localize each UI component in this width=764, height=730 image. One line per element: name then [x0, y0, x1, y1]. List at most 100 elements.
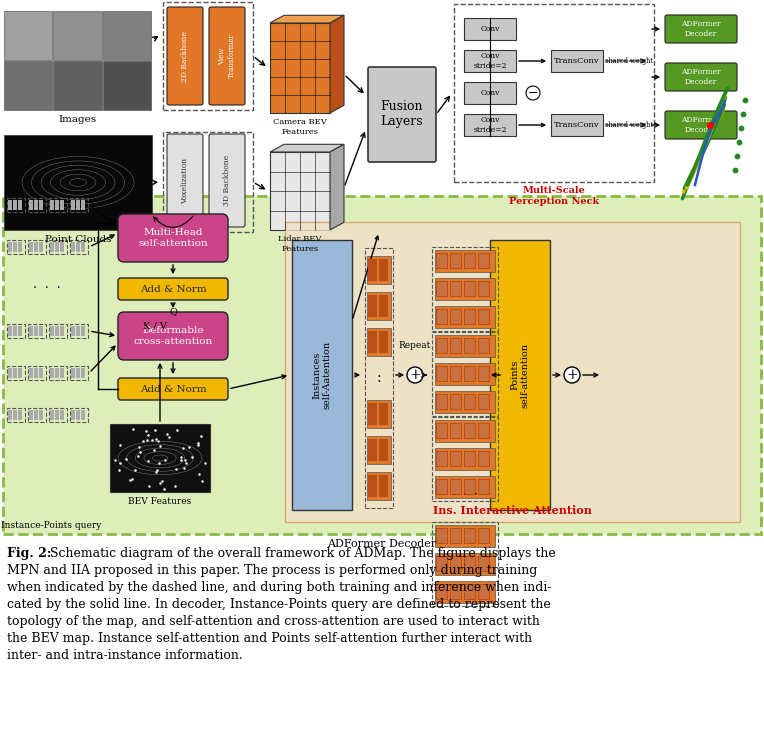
Bar: [465, 339, 475, 353]
Bar: [479, 480, 489, 494]
Bar: [71, 200, 75, 210]
Point: [175, 450, 187, 462]
Bar: [163, 132, 253, 232]
Bar: [464, 423, 476, 439]
Point: [146, 434, 158, 445]
Point: [160, 429, 173, 440]
Bar: [39, 242, 43, 252]
Bar: [451, 529, 461, 543]
Point: [151, 464, 163, 476]
Point: [163, 431, 176, 442]
Point: [170, 424, 183, 436]
Point: [134, 447, 146, 458]
Bar: [4, 61, 52, 110]
Bar: [28, 198, 46, 212]
Text: ADFormer
Decoder: ADFormer Decoder: [681, 116, 720, 134]
Bar: [71, 410, 75, 420]
Bar: [8, 200, 12, 210]
Bar: [39, 410, 43, 420]
Point: [739, 94, 751, 106]
Polygon shape: [330, 145, 344, 230]
Bar: [4, 135, 152, 230]
Bar: [28, 240, 46, 254]
Bar: [436, 556, 448, 572]
Bar: [436, 309, 448, 325]
Bar: [39, 368, 43, 378]
Point: [113, 464, 125, 476]
Bar: [465, 557, 475, 571]
Point: [199, 458, 211, 469]
Bar: [60, 242, 64, 252]
Bar: [70, 366, 88, 380]
Bar: [465, 480, 475, 494]
Bar: [490, 240, 550, 510]
Text: TransConv: TransConv: [554, 121, 600, 129]
Bar: [34, 242, 38, 252]
Text: +: +: [566, 368, 578, 382]
Bar: [451, 254, 461, 268]
FancyBboxPatch shape: [118, 378, 228, 400]
Bar: [379, 331, 388, 353]
Point: [157, 483, 170, 495]
Bar: [435, 525, 495, 547]
Bar: [39, 326, 43, 336]
FancyBboxPatch shape: [209, 134, 245, 227]
Bar: [437, 452, 447, 466]
Bar: [451, 452, 461, 466]
Text: View
Transformer: View Transformer: [219, 34, 235, 78]
Text: ·  ·  ·: · · ·: [453, 490, 478, 500]
Point: [150, 425, 162, 437]
Bar: [450, 366, 462, 382]
Bar: [81, 200, 85, 210]
Bar: [479, 424, 489, 438]
Bar: [367, 472, 391, 500]
Point: [180, 457, 193, 469]
Bar: [451, 585, 461, 599]
Bar: [18, 200, 22, 210]
Circle shape: [564, 367, 580, 383]
Bar: [367, 256, 391, 284]
Bar: [479, 282, 489, 296]
Bar: [450, 584, 462, 600]
Text: Conv
stride=2: Conv stride=2: [473, 53, 507, 69]
Text: TransConv: TransConv: [554, 57, 600, 65]
Bar: [163, 2, 253, 110]
Bar: [450, 479, 462, 495]
Point: [158, 455, 170, 466]
Bar: [479, 585, 489, 599]
Point: [156, 474, 168, 486]
Bar: [451, 339, 461, 353]
Bar: [29, 410, 33, 420]
Point: [119, 453, 131, 465]
Point: [128, 464, 141, 476]
Bar: [18, 326, 22, 336]
Point: [132, 450, 144, 462]
Bar: [478, 281, 490, 297]
Text: Fusion
Layers: Fusion Layers: [380, 101, 423, 128]
Bar: [436, 584, 448, 600]
Bar: [50, 200, 54, 210]
Bar: [7, 324, 25, 338]
Bar: [478, 253, 490, 269]
Bar: [451, 424, 461, 438]
Bar: [379, 439, 388, 461]
Bar: [379, 403, 388, 425]
Bar: [60, 368, 64, 378]
Point: [126, 473, 138, 485]
Bar: [464, 50, 516, 72]
Bar: [7, 408, 25, 422]
Bar: [7, 240, 25, 254]
Point: [176, 442, 189, 454]
Bar: [465, 395, 475, 409]
Bar: [464, 114, 516, 136]
Bar: [464, 479, 476, 495]
Bar: [464, 451, 476, 467]
Bar: [450, 528, 462, 544]
Bar: [34, 410, 38, 420]
Text: BEV Features: BEV Features: [128, 498, 192, 507]
Bar: [367, 400, 391, 428]
Polygon shape: [270, 145, 344, 152]
Bar: [435, 250, 495, 272]
Bar: [465, 529, 475, 543]
Polygon shape: [330, 15, 344, 113]
